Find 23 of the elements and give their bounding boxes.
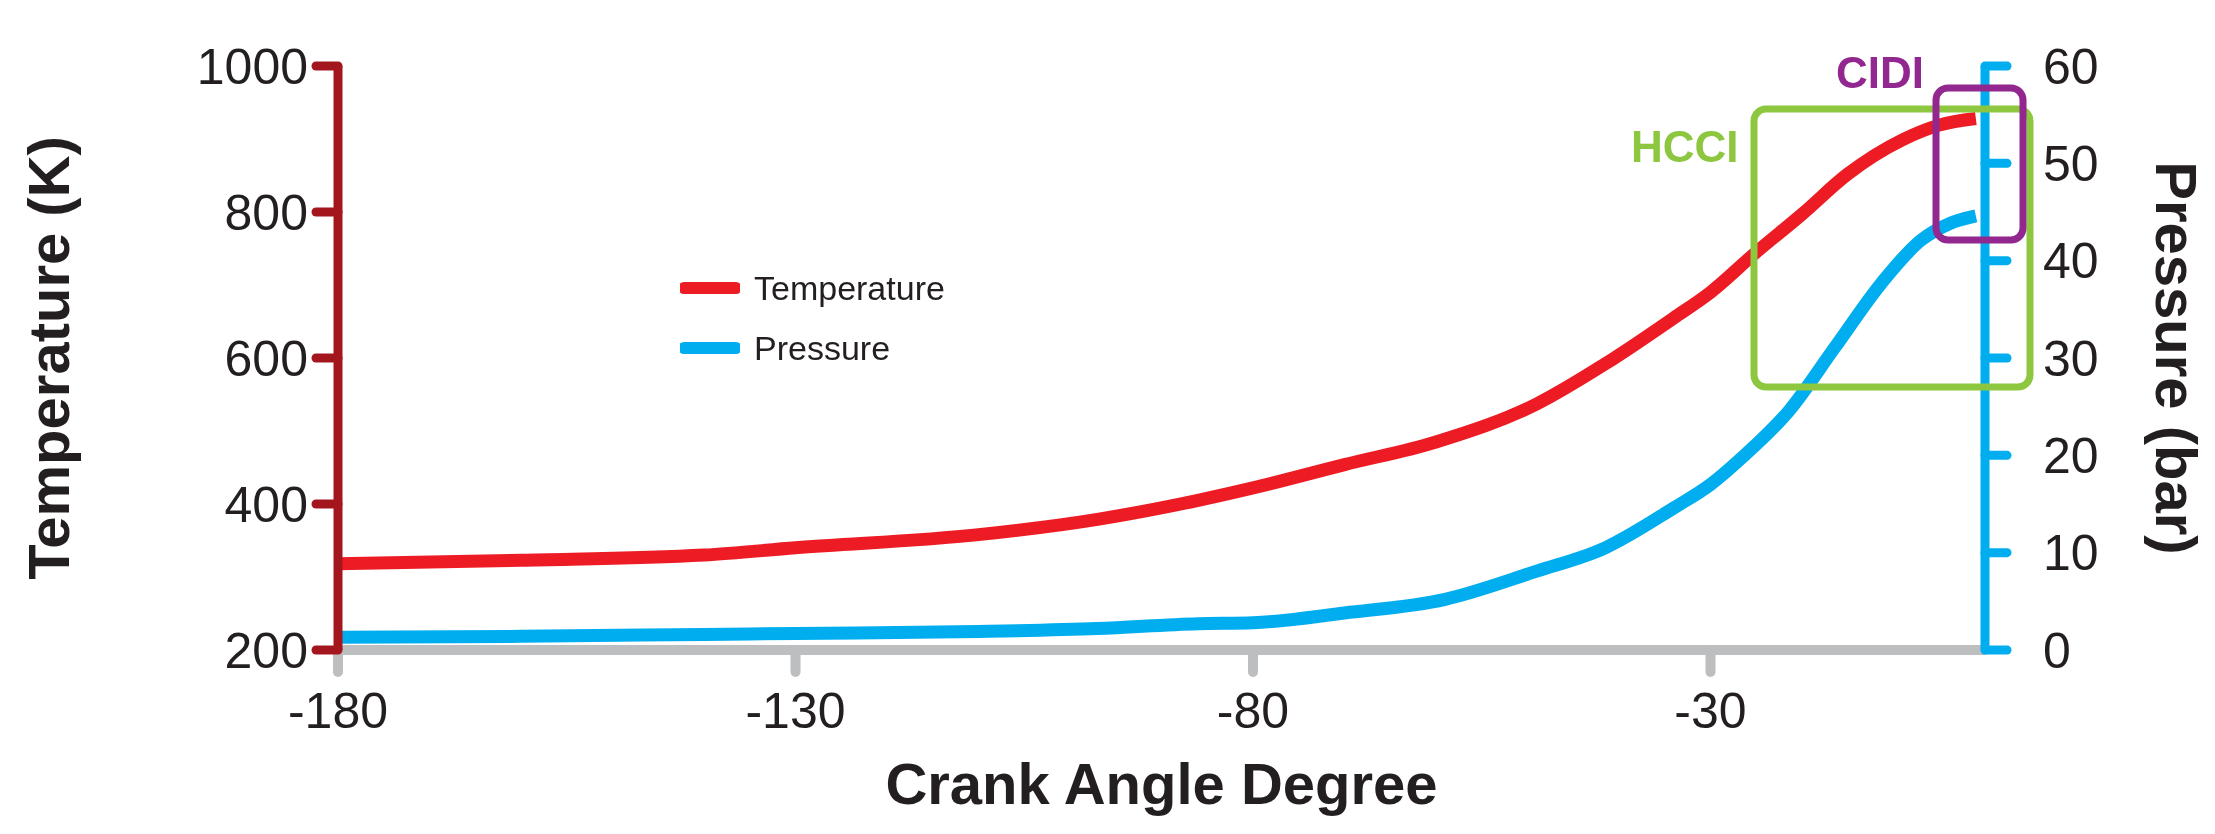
x-tick-label: -30 (1674, 682, 1747, 739)
y-tick-label: 600 (224, 330, 308, 387)
annotation: CIDI (1836, 48, 1924, 97)
y2-axis-title: Pressure (bar) (2144, 161, 2210, 555)
y2-tick-label: 0 (2043, 622, 2071, 679)
x-tick-label: -130 (745, 682, 846, 739)
y2-tick-label: 60 (2043, 38, 2099, 95)
y2-tick-label: 30 (2043, 330, 2099, 387)
x-tick-label: -180 (287, 682, 389, 739)
y-tick-label: 200 (224, 622, 308, 679)
legend-label: Pressure (754, 328, 891, 368)
y-axis-title: Temperature (K) (15, 136, 81, 580)
y-tick-label: 800 (224, 184, 308, 241)
y2-tick-label: 50 (2043, 136, 2099, 193)
y-tick-label: 1000 (196, 38, 308, 95)
legend-label: Temperature (754, 268, 945, 308)
x-tick-label: -80 (1216, 682, 1290, 739)
y-tick-label: 400 (224, 476, 308, 533)
y2-tick-label: 40 (2043, 233, 2099, 290)
y2-tick-label: 10 (2043, 525, 2099, 582)
y2-tick-label: 20 (2043, 428, 2099, 485)
annotation: HCCI (1631, 122, 1739, 171)
x-axis-title: Crank Angle Degree (885, 751, 1438, 816)
